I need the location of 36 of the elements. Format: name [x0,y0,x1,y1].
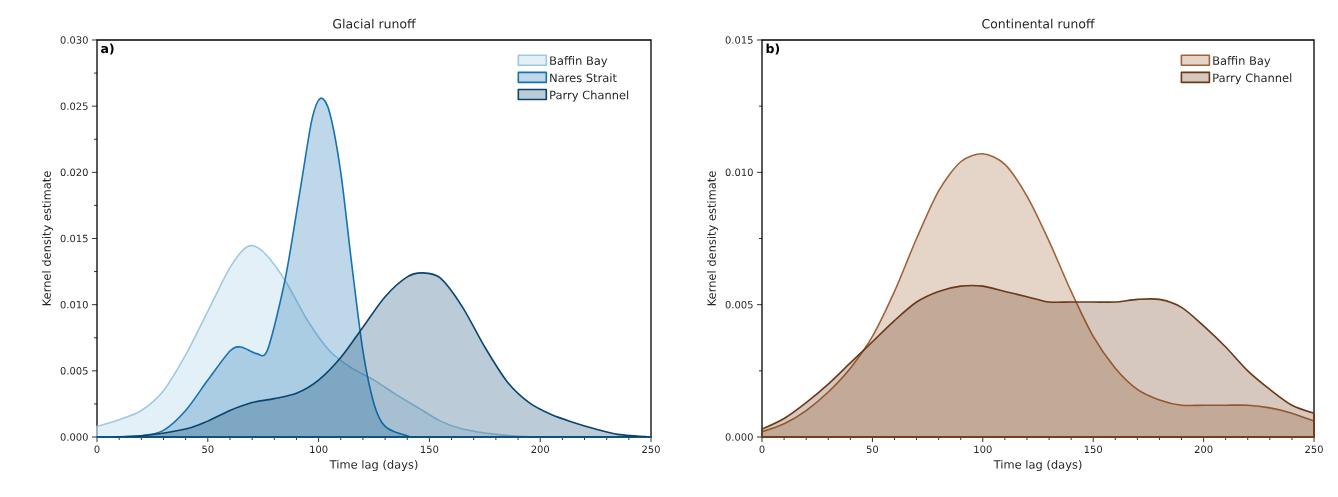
y-tick-label: 0.000 [725,433,753,441]
x-tick-label: 100 [310,445,328,454]
x-tick-label: 50 [866,445,879,454]
y-tick-label: 0.005 [60,367,88,375]
y-axis-title: Kernel density estimate [42,171,54,306]
annotation: a) [101,43,114,55]
x-axis-title: Time lag (days) [329,459,418,471]
x-tick-label: 100 [974,445,992,454]
x-tick-label: 200 [1194,445,1213,454]
y-tick-label: 0.025 [60,102,88,110]
chart-title: Continental runoff [982,18,1095,29]
y-tick-label: 0.020 [60,168,88,177]
y-axis-title: Kernel density estimate [707,171,719,306]
y-tick-label: 0.015 [60,234,88,243]
x-tick-label: 50 [202,445,214,454]
chart-title: Glacial runoff [333,18,416,29]
y-tick-label: 0.000 [60,433,88,441]
x-tick-label: 200 [531,445,550,454]
x-tick-label: 250 [642,445,660,454]
legend-label: Parry Channel [550,90,629,102]
legend-label: Baffin Bay [550,56,608,68]
x-tick-label: 0 [759,445,765,454]
x-tick-label: 0 [94,445,100,454]
x-tick-label: 150 [1084,445,1103,454]
legend-label: Parry Channel [1213,73,1292,85]
legend-label: Nares Strait [550,73,617,83]
annotation: b) [766,43,780,55]
y-tick-label: 0.015 [725,36,753,44]
y-tick-label: 0.030 [60,36,88,44]
x-tick-label: 150 [420,445,439,454]
y-tick-label: 0.010 [725,168,753,177]
x-tick-label: 250 [1305,445,1323,454]
x-axis-title: Time lag (days) [993,459,1082,471]
y-tick-label: 0.010 [60,300,88,309]
legend-label: Baffin Bay [1213,56,1271,68]
y-tick-label: 0.005 [725,300,753,309]
